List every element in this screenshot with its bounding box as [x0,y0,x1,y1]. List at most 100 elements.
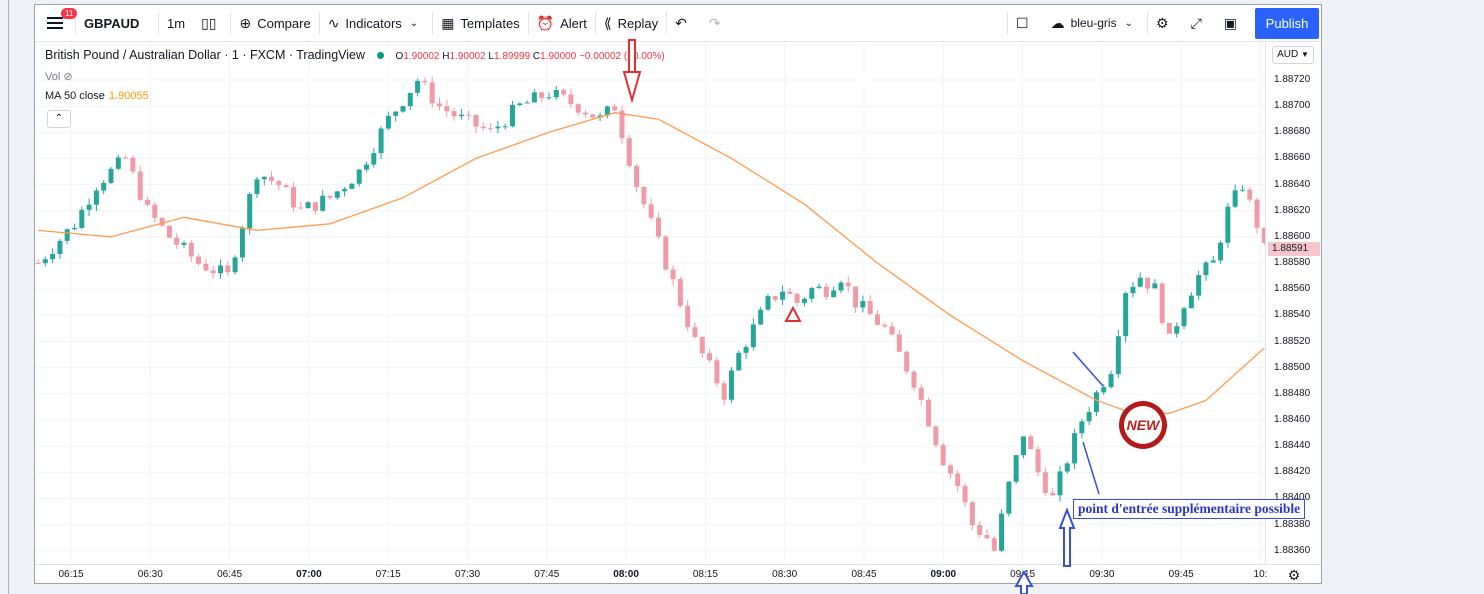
square-icon: ☐ [1016,14,1029,31]
chart-pane[interactable]: British Pound / Australian Dollar · 1 · … [35,42,1265,564]
candle-body [1247,189,1253,200]
candle-body [217,265,223,274]
publish-button[interactable]: Publish [1255,8,1319,39]
layout-button[interactable]: ☐ [1008,5,1043,41]
candle-body [721,383,727,400]
candle-body [655,217,661,237]
price-label: 1.88480 [1274,387,1311,399]
ma-label: MA 50 close [45,90,105,102]
indicators-button[interactable]: ∿ Indicators ⌄ [320,5,433,41]
price-label: 1.88680 [1274,126,1311,138]
gear-icon: ⚙ [1287,567,1301,583]
candle-body [787,291,793,294]
candle-body [203,263,209,271]
candle-body [728,370,734,400]
redo-button[interactable]: ↷ [701,5,735,41]
price-label: 1.88660 [1274,152,1311,164]
candle-body [451,111,457,117]
candle-body [707,353,713,361]
ma-legend[interactable]: MA 50 close 1.90055 [45,90,149,102]
candle-body [159,217,165,226]
symbol-search-button[interactable]: GBPAUD [84,15,140,31]
chevron-down-icon[interactable]: ⌄ [409,17,419,29]
interval-button[interactable]: 1m [167,15,186,31]
axis-settings-button[interactable]: ⚙ [1265,564,1321,583]
top-toolbar: 11 GBPAUD 1m ▯▯ ⊕ Compare ∿ Indicators ⌄ ▦ T… [35,5,1321,42]
candle-body [166,225,172,238]
undo-button[interactable]: ↶ [667,5,701,41]
chart-type-button[interactable]: ▯▯ [193,5,230,41]
snapshot-button[interactable]: ▣ [1216,5,1251,41]
candle-body [692,327,698,337]
price-scale[interactable]: AUD ▼ 1.88720 1.88700 1.88680 1.88660 1.8864… [1265,42,1321,564]
undo-icon: ↶ [675,14,687,31]
alert-button[interactable]: ⏰ Alert [529,5,595,41]
replay-button[interactable]: ⟪ Replay [596,5,666,41]
candle-body [772,296,778,300]
collapse-legend-button[interactable]: ⌃ [47,110,71,128]
price-label: 1.88440 [1274,440,1311,452]
settings-button[interactable]: ⚙ [1148,5,1183,41]
compare-button[interactable]: ⊕ Compare [231,5,318,41]
candle-body [473,114,479,127]
candle-body [816,286,822,289]
candle-body [1174,326,1180,334]
candle-body [1020,436,1026,456]
open-label: O [395,51,404,62]
eye-hidden-icon[interactable]: ⊘ [63,71,73,83]
candle-body [794,293,800,303]
candle-body [466,114,472,116]
candle-body [1203,262,1209,276]
candle-body [553,89,559,98]
theme-label: bleu-gris [1070,16,1117,30]
theme-button[interactable]: ☁ bleu-gris ⌄ [1043,5,1147,41]
templates-button[interactable]: ▦ Templates [433,5,527,41]
candle-body [393,111,399,116]
candle-body [911,371,917,388]
candle-body [940,445,946,466]
candle-body [1115,336,1121,375]
candle-body [1239,189,1245,191]
main-menu-button[interactable]: 11 [35,5,78,41]
candle-body [312,202,318,211]
candle-body [1028,436,1034,450]
candle-body [371,153,377,165]
candle-body [853,286,859,308]
price-label: 1.88460 [1274,413,1311,425]
price-label: 1.88380 [1274,518,1311,530]
time-axis[interactable]: 06:15 06:30 06:45 07:00 07:15 07:30 07:45 08:00… [35,564,1267,583]
candle-body [137,171,143,200]
fullscreen-button[interactable]: ⤢ [1183,5,1216,41]
price-label: 1.88400 [1274,492,1311,504]
time-label: 07:15 [375,569,401,580]
hamburger-icon [47,17,63,29]
candle-body [436,103,442,107]
candle-body [1064,463,1070,472]
candle-body [320,195,326,211]
volume-legend[interactable]: Vol ⊘ [45,70,73,83]
candle-body [999,513,1005,551]
time-label: 07:30 [454,569,481,580]
candle-body [385,115,391,129]
candle-body [144,199,150,205]
ma-value: 1.90055 [108,90,149,102]
candlestick-chart[interactable] [35,42,1265,564]
candle-body [896,334,902,352]
candle-body [1159,283,1165,323]
candle-body [933,426,939,446]
candle-body [196,256,202,264]
candle-body [984,534,990,539]
currency-selector[interactable]: AUD ▼ [1272,46,1314,64]
candle-body [50,253,56,260]
candle-body [269,176,275,181]
candle-body [174,237,180,245]
candle-body [575,104,581,113]
candle-body [283,185,289,188]
time-label: 08:45 [851,569,877,580]
time-label: 09:00 [930,569,957,580]
candle-body [882,324,888,327]
candle-body [918,387,924,400]
candle-body [415,80,421,93]
new-badge-sticker: NEW [1117,398,1169,452]
candle-body [926,399,932,427]
